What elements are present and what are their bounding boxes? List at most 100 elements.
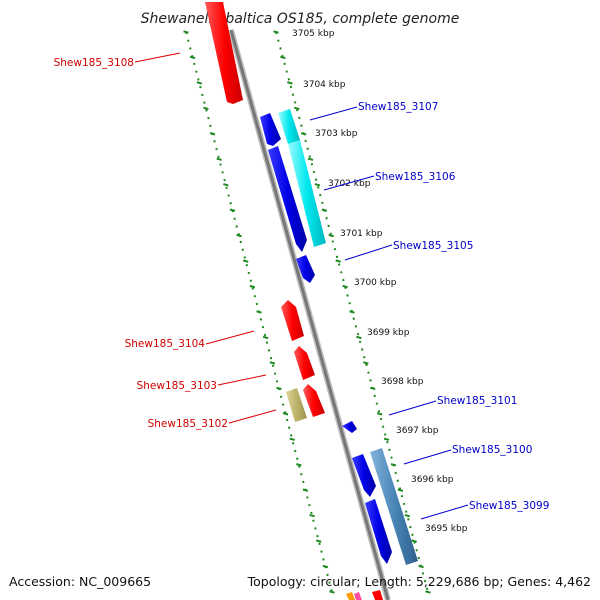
forward-guide-tick <box>397 488 404 492</box>
reverse-guide-tick <box>276 386 282 391</box>
gene-shew185-3104-arrow <box>281 300 304 341</box>
gene-callout-shew185-3103: Shew185_3103 <box>137 374 267 392</box>
gene-callout-shew185-3104: Shew185_3104 <box>125 330 255 350</box>
forward-strand-guide <box>275 31 429 593</box>
gene-shew185-3103-arrow <box>294 346 315 380</box>
forward-guide-tick <box>307 157 314 161</box>
gene-shew185-3100-arrow <box>352 454 376 497</box>
gene-callout-shew185-3108: Shew185_3108 <box>54 52 181 69</box>
gene-label: Shew185_3104 <box>125 338 206 350</box>
reverse-guide-tick <box>322 564 329 569</box>
topology-text: Topology: circular; Length: 5,229,686 bp… <box>247 574 591 589</box>
kbp-label: 3701 kbp <box>340 229 383 239</box>
gene-callout-shew185-3105: Shew185_3105 <box>344 240 473 261</box>
gene-shew185-3102-arrow <box>303 384 325 417</box>
gene-label: Shew185_3100 <box>452 444 532 456</box>
reverse-guide-tick <box>183 30 189 34</box>
gene-label: Shew185_3106 <box>375 171 456 183</box>
reverse-guide-tick <box>282 412 289 416</box>
forward-guide-tick <box>390 463 397 467</box>
kbp-label: 3704 kbp <box>303 80 346 90</box>
gene-shew185-3106-arrow <box>268 146 307 252</box>
gene-label: Shew185_3099 <box>469 500 549 512</box>
forward-guide-tick <box>342 284 348 289</box>
forward-guide-tick <box>356 335 362 340</box>
gene-callout-shew185-3101: Shew185_3101 <box>388 395 517 416</box>
gene-callout-shew185-3099: Shew185_3099 <box>420 500 549 520</box>
reverse-guide-tick <box>289 437 295 441</box>
gene-label: Shew185_3103 <box>137 380 217 392</box>
gene-callout-shew185-3106: Shew185_3106 <box>323 171 456 191</box>
map-title: Shewanella baltica OS185, complete genom… <box>141 11 460 27</box>
reverse-guide-tick <box>189 55 196 60</box>
gene-shew185-3108-arrow <box>205 2 243 104</box>
genome-backbone <box>228 29 391 600</box>
reverse-guide-tick <box>315 539 322 543</box>
kbp-label: 3697 kbp <box>396 426 439 436</box>
reverse-guide-tick <box>269 361 276 365</box>
forward-guide-tick <box>335 259 341 263</box>
forward-guide-tick <box>411 539 417 543</box>
forward-guide-tick <box>383 437 390 441</box>
forward-guide-tick <box>293 106 300 111</box>
gene-shew185-3101-arrow <box>342 421 357 433</box>
forward-guide-tick <box>280 55 286 60</box>
forward-guide-tick <box>273 30 279 34</box>
gene-label: Shew185_3101 <box>437 395 517 407</box>
kbp-label: 3699 kbp <box>367 328 410 338</box>
reverse-guide-tick <box>196 81 203 85</box>
gene-shew185-3102-khaki-block <box>286 388 307 422</box>
kbp-label: 3700 kbp <box>354 278 397 288</box>
forward-guide-tick <box>376 412 383 416</box>
forward-guide-tick <box>328 233 335 238</box>
forward-guide-tick <box>404 513 411 518</box>
kbp-label: 3698 kbp <box>381 377 424 387</box>
forward-guide-tick <box>287 81 293 85</box>
reverse-guide-tick <box>249 284 256 289</box>
reverse-guide-tick <box>242 259 249 263</box>
reverse-guide-tick <box>256 310 262 314</box>
forward-guide-tick <box>369 386 376 391</box>
kbp-label: 3695 kbp <box>425 524 468 534</box>
reverse-guide-tick <box>236 233 242 238</box>
forward-guide-tick <box>314 183 321 187</box>
gene-callout-shew185-3107: Shew185_3107 <box>309 101 438 121</box>
reverse-guide-tick <box>262 335 269 340</box>
kbp-scale: 3705 kbp 3704 kbp 3703 kbp 3702 kbp 3701… <box>292 29 468 534</box>
reverse-guide-tick <box>203 106 209 111</box>
reverse-guide-tick <box>309 513 315 518</box>
reverse-guide-tick <box>296 463 302 467</box>
gene-callout-shew185-3100: Shew185_3100 <box>403 444 532 465</box>
accession-text: Accession: NC_009665 <box>9 574 151 589</box>
reverse-guide-tick <box>209 132 216 136</box>
gene-label: Shew185_3102 <box>148 418 228 430</box>
reverse-guide-tick <box>223 183 229 187</box>
tick-marks <box>183 30 431 594</box>
gene-label: Shew185_3105 <box>393 240 473 252</box>
gene-shew185-3100-steel-block <box>370 448 418 565</box>
kbp-label: 3705 kbp <box>292 29 335 39</box>
gene-shew185-3099-arrow <box>365 499 392 564</box>
gene-shew185-3107-cyan-block <box>278 109 300 144</box>
cropped-genes-bottom <box>346 590 383 600</box>
gene-label: Shew185_3107 <box>358 101 438 113</box>
gene-shew185-3106-cyan-block <box>288 140 326 247</box>
kbp-label: 3696 kbp <box>411 475 454 485</box>
gene-callout-shew185-3102: Shew185_3102 <box>148 409 277 430</box>
forward-guide-tick <box>349 310 355 314</box>
gene-shew185-3105-arrow <box>296 255 315 283</box>
kbp-label: 3703 kbp <box>315 129 358 139</box>
reverse-guide-tick <box>216 157 222 161</box>
forward-guide-tick <box>425 590 431 594</box>
forward-guide-tick <box>321 208 328 212</box>
reverse-guide-tick <box>229 208 236 212</box>
kbp-label: 3702 kbp <box>328 179 371 189</box>
gene-label: Shew185_3108 <box>54 57 134 69</box>
reverse-guide-tick <box>329 590 335 594</box>
forward-guide-tick <box>363 361 369 365</box>
reverse-guide-tick <box>302 488 309 492</box>
gene-shew185-3107-arrow <box>260 113 281 146</box>
forward-guide-tick <box>300 132 307 136</box>
forward-guide-tick <box>418 564 424 569</box>
